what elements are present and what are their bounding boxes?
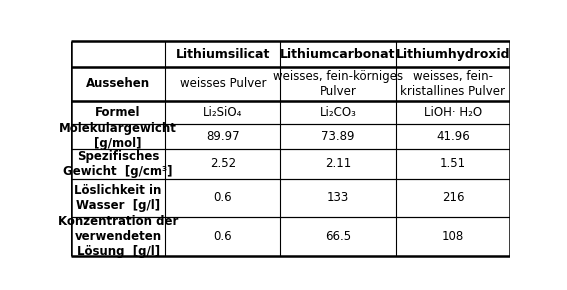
Text: Li₂CO₃: Li₂CO₃ bbox=[320, 106, 357, 119]
Text: 2.52: 2.52 bbox=[210, 157, 236, 171]
Text: 66.5: 66.5 bbox=[325, 230, 351, 243]
Text: weisses Pulver: weisses Pulver bbox=[180, 77, 266, 90]
Text: weisses, fein-körniges
Pulver: weisses, fein-körniges Pulver bbox=[273, 70, 403, 98]
Text: 133: 133 bbox=[327, 191, 349, 204]
Text: 0.6: 0.6 bbox=[214, 230, 232, 243]
Text: 2.11: 2.11 bbox=[325, 157, 351, 171]
Text: 0.6: 0.6 bbox=[214, 191, 232, 204]
Text: Lithiumcarbonat: Lithiumcarbonat bbox=[280, 48, 396, 61]
Text: Konzentration der
verwendeten
Lösung  [g/l]: Konzentration der verwendeten Lösung [g/… bbox=[58, 215, 178, 258]
Text: 41.96: 41.96 bbox=[436, 130, 470, 143]
Text: 89.97: 89.97 bbox=[206, 130, 240, 143]
Text: Formel: Formel bbox=[95, 106, 141, 119]
Text: Spezifisches
Gewicht  [g/cm³]: Spezifisches Gewicht [g/cm³] bbox=[64, 150, 173, 178]
Text: Li₂SiO₄: Li₂SiO₄ bbox=[203, 106, 243, 119]
Text: weisses, fein-
kristallines Pulver: weisses, fein- kristallines Pulver bbox=[400, 70, 505, 98]
Text: 216: 216 bbox=[442, 191, 464, 204]
Text: Aussehen: Aussehen bbox=[86, 77, 150, 90]
Text: Molekulargewicht
[g/mol]: Molekulargewicht [g/mol] bbox=[59, 122, 177, 151]
Text: Lithiumhydroxid: Lithiumhydroxid bbox=[396, 48, 510, 61]
Text: Lithiumsilicat: Lithiumsilicat bbox=[176, 48, 270, 61]
Text: 73.89: 73.89 bbox=[321, 130, 355, 143]
Text: LiOH· H₂O: LiOH· H₂O bbox=[424, 106, 482, 119]
Text: 1.51: 1.51 bbox=[440, 157, 466, 171]
Text: 108: 108 bbox=[442, 230, 464, 243]
Text: Löslichkeit in
Wasser  [g/l]: Löslichkeit in Wasser [g/l] bbox=[74, 184, 162, 212]
